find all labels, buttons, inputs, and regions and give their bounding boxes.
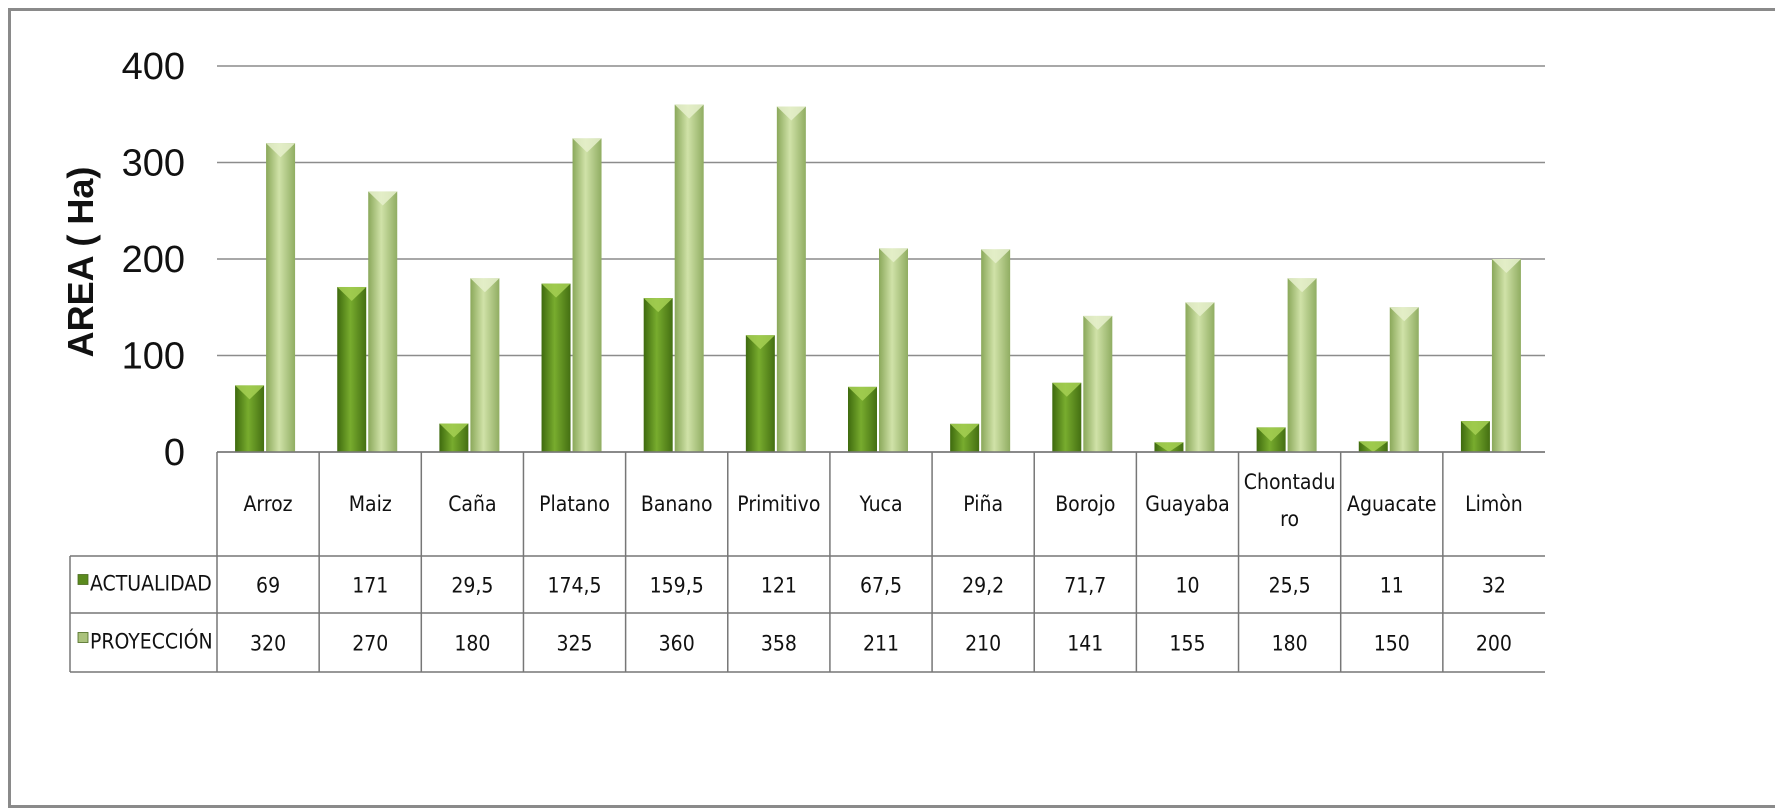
y-tick-label: 200 <box>122 239 185 281</box>
y-axis-ticks: 0 100 200 300 400 <box>122 46 185 474</box>
bar-proyección <box>572 138 602 452</box>
bar-cap <box>1083 315 1113 330</box>
bar-cap <box>1358 441 1388 452</box>
bar-cap <box>470 278 500 293</box>
category-label: Caña <box>448 492 496 516</box>
category-label: Aguacate <box>1347 492 1436 516</box>
data-label: 325 <box>557 632 593 656</box>
bar-cap <box>1154 442 1184 452</box>
data-label: 159,5 <box>650 574 704 598</box>
category-label: Platano <box>539 492 610 516</box>
bar-cap <box>1256 427 1286 442</box>
bar-cap <box>337 286 367 301</box>
bar-proyección <box>674 104 704 452</box>
legend-swatch-actualidad <box>77 574 89 585</box>
data-label: 360 <box>659 632 695 656</box>
category-label: ro <box>1280 507 1299 531</box>
bar-proyección <box>1389 307 1419 452</box>
y-tick-label: 300 <box>122 143 185 185</box>
bar-cap <box>541 283 571 298</box>
data-label: 25,5 <box>1269 574 1311 598</box>
bar-cap <box>266 143 296 158</box>
bar-proyección <box>266 143 296 452</box>
y-axis-label: AREA ( Ha) <box>60 167 101 358</box>
category-label: Chontadu <box>1244 470 1336 494</box>
legend-label: ACTUALIDAD <box>90 572 212 596</box>
category-label: Banano <box>641 492 713 516</box>
bar-cap <box>235 385 265 400</box>
bar-cap <box>1460 421 1490 436</box>
data-label: 320 <box>250 632 286 656</box>
bar-proyección <box>470 278 500 452</box>
data-label: 32 <box>1482 574 1506 598</box>
bar-proyección <box>1185 302 1215 452</box>
category-label: Limòn <box>1465 492 1523 516</box>
data-table: Arroz Maiz Caña Platano Banano Primitivo Yuca P… <box>69 451 1545 673</box>
bar-actualidad <box>337 286 367 452</box>
bar-chart: 0 100 200 300 400 AREA ( Ha) Arroz Maiz Caña Pl… <box>60 46 1545 673</box>
category-label: Maiz <box>349 492 392 516</box>
legend-swatch-proyección <box>77 632 89 643</box>
y-tick-label: 100 <box>122 336 185 378</box>
bar-proyección <box>1491 259 1521 452</box>
bar-cap <box>950 423 980 438</box>
bar-actualidad <box>541 283 571 452</box>
data-label: 180 <box>454 632 490 656</box>
data-label: 121 <box>761 574 797 598</box>
data-label: 69 <box>256 574 280 598</box>
bar-cap <box>643 298 673 313</box>
bar-cap <box>368 191 398 206</box>
data-label: 155 <box>1169 632 1205 656</box>
bar-actualidad <box>643 298 673 452</box>
y-tick-label: 0 <box>164 432 185 474</box>
bar-cap <box>1287 278 1317 293</box>
bar-cap <box>879 248 908 263</box>
category-label: Arroz <box>244 492 293 516</box>
data-label: 171 <box>352 574 388 598</box>
bar-cap <box>572 138 602 153</box>
data-label: 174,5 <box>547 574 601 598</box>
bar-proyección <box>368 191 398 452</box>
data-label: 141 <box>1067 632 1103 656</box>
data-label: 210 <box>965 632 1001 656</box>
data-label: 71,7 <box>1064 574 1106 598</box>
data-label: 10 <box>1175 574 1199 598</box>
bar-proyección <box>981 249 1011 452</box>
data-label: 67,5 <box>860 574 902 598</box>
bar-cap <box>1052 382 1082 397</box>
bar-cap <box>1185 302 1215 317</box>
data-label: 150 <box>1374 632 1410 656</box>
bar-cap <box>439 423 469 438</box>
bar-cap <box>776 106 806 121</box>
bar-proyección <box>879 248 908 452</box>
data-label: 200 <box>1476 632 1512 656</box>
bar-cap <box>745 335 775 350</box>
bar-cap <box>848 386 877 401</box>
bar-cap <box>1491 259 1521 273</box>
data-label: 11 <box>1380 574 1404 598</box>
data-label: 358 <box>761 632 797 656</box>
category-label: Yuca <box>858 492 902 516</box>
category-label: Guayaba <box>1145 492 1230 516</box>
data-label: 29,2 <box>962 574 1004 598</box>
category-label: Piña <box>963 492 1003 516</box>
bar-proyección <box>776 106 806 452</box>
data-label: 211 <box>863 632 899 656</box>
data-label: 180 <box>1272 632 1308 656</box>
data-label: 29,5 <box>451 574 493 598</box>
data-label: 270 <box>352 632 388 656</box>
category-label: Primitivo <box>737 492 820 516</box>
bar-proyección <box>1287 278 1317 452</box>
bar-cap <box>1389 307 1419 322</box>
bar-proyección <box>1083 315 1113 452</box>
bars <box>235 104 1521 452</box>
bar-actualidad <box>745 335 775 452</box>
y-tick-label: 400 <box>122 46 185 88</box>
legend-label: PROYECCIÓN <box>90 629 213 654</box>
bar-cap <box>981 249 1011 264</box>
category-label: Borojo <box>1055 492 1115 516</box>
bar-cap <box>674 104 704 119</box>
